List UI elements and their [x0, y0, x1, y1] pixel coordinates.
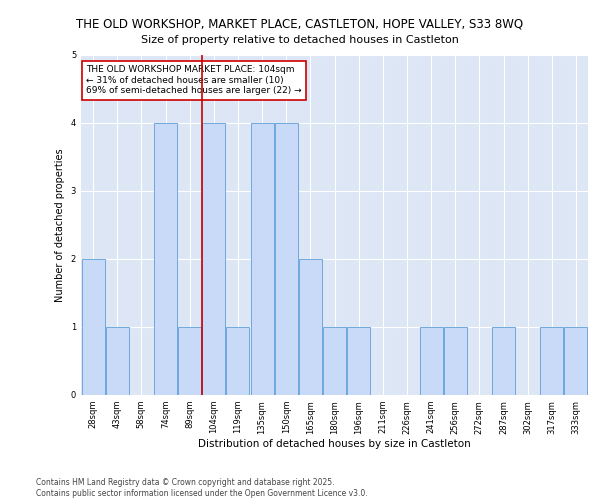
Bar — [82, 259, 104, 395]
Text: Size of property relative to detached houses in Castleton: Size of property relative to detached ho… — [141, 35, 459, 45]
Text: THE OLD WORKSHOP, MARKET PLACE, CASTLETON, HOPE VALLEY, S33 8WQ: THE OLD WORKSHOP, MARKET PLACE, CASTLETO… — [76, 18, 524, 30]
Bar — [202, 123, 225, 395]
Bar — [419, 327, 443, 395]
Bar — [492, 327, 515, 395]
X-axis label: Distribution of detached houses by size in Castleton: Distribution of detached houses by size … — [198, 440, 471, 450]
Bar — [251, 123, 274, 395]
Bar — [154, 123, 177, 395]
Y-axis label: Number of detached properties: Number of detached properties — [55, 148, 65, 302]
Bar — [106, 327, 128, 395]
Bar — [275, 123, 298, 395]
Bar — [299, 259, 322, 395]
Bar — [541, 327, 563, 395]
Bar — [565, 327, 587, 395]
Bar — [226, 327, 250, 395]
Bar — [347, 327, 370, 395]
Text: Contains HM Land Registry data © Crown copyright and database right 2025.
Contai: Contains HM Land Registry data © Crown c… — [36, 478, 368, 498]
Bar — [323, 327, 346, 395]
Bar — [178, 327, 201, 395]
Bar — [444, 327, 467, 395]
Text: THE OLD WORKSHOP MARKET PLACE: 104sqm
← 31% of detached houses are smaller (10)
: THE OLD WORKSHOP MARKET PLACE: 104sqm ← … — [86, 65, 302, 95]
